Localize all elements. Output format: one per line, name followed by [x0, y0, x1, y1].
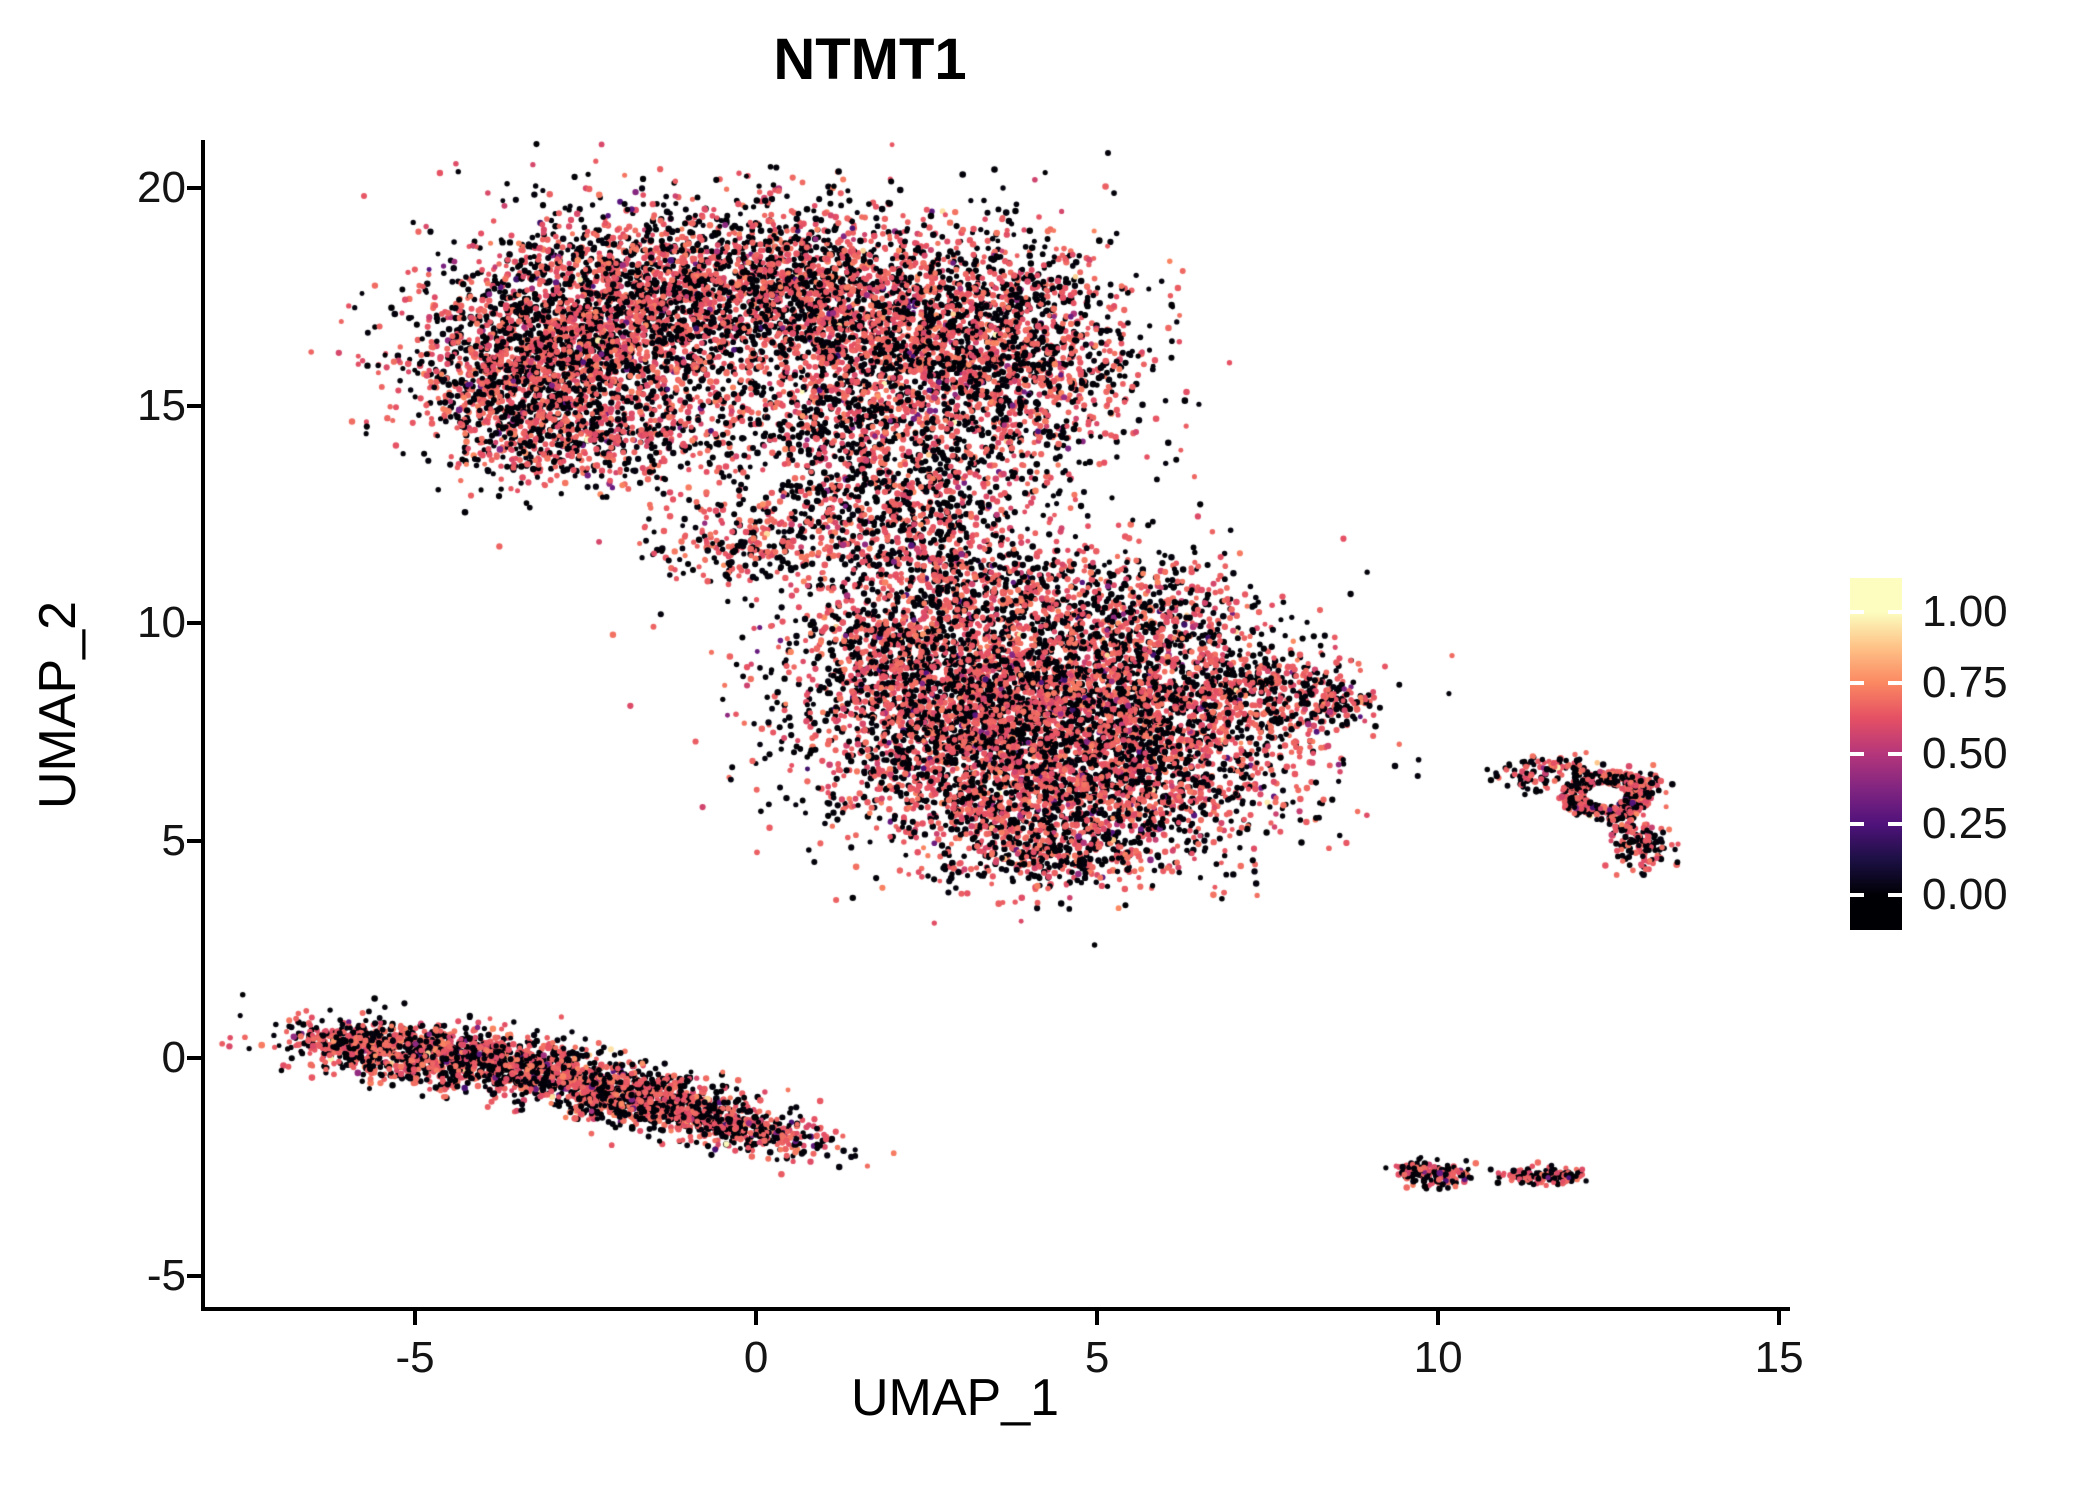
y-tick-label: 20: [137, 163, 186, 213]
y-tick-mark: [187, 1056, 201, 1061]
colorbar-tick-label: 1.00: [1922, 587, 2008, 636]
y-tick-mark: [187, 1273, 201, 1278]
colorbar-tick: [1888, 822, 1902, 827]
x-tick-label: 15: [1754, 1333, 1804, 1382]
colorbar-tick-label: 0.25: [1922, 799, 2008, 849]
colorbar-tick-label: 0.00: [1922, 870, 2008, 919]
colorbar-tick-label: 0.50: [1922, 728, 2008, 778]
y-tick-mark: [187, 403, 201, 408]
y-tick-mark: [187, 186, 201, 191]
colorbar-tick: [1850, 893, 1864, 897]
plot-title: NTMT1: [773, 27, 967, 92]
y-tick-label: 0: [161, 1033, 186, 1083]
colorbar-tick: [1850, 822, 1864, 827]
colorbar-tick-label: 0.75: [1922, 657, 2008, 707]
x-axis-title: UMAP_1: [850, 1369, 1060, 1427]
x-tick-label: 0: [743, 1333, 769, 1382]
colorbar-tick: [1888, 751, 1902, 756]
y-tick-label: -5: [146, 1250, 186, 1300]
y-tick-mark: [187, 838, 201, 843]
y-tick-label: 10: [137, 598, 186, 648]
y-tick-label: 5: [161, 815, 186, 865]
x-tick-label: 5: [1084, 1333, 1110, 1382]
colorbar-tick: [1888, 610, 1902, 614]
x-tick-mark: [1436, 1311, 1441, 1325]
x-tick-mark: [1777, 1311, 1782, 1325]
y-axis-line: [201, 140, 205, 1311]
y-tick-mark: [187, 621, 201, 626]
x-tick-mark: [754, 1311, 759, 1325]
colorbar-tick: [1888, 893, 1902, 897]
colorbar-tick: [1888, 680, 1902, 685]
colorbar-tick: [1850, 610, 1864, 614]
colorbar-tick: [1850, 751, 1864, 756]
x-tick-mark: [413, 1311, 418, 1325]
colorbar-tick: [1850, 680, 1864, 685]
x-axis-line: [201, 1307, 1790, 1311]
x-tick-mark: [1095, 1311, 1100, 1325]
x-tick-label: -5: [395, 1333, 435, 1382]
x-tick-label: 10: [1413, 1333, 1463, 1382]
y-tick-label: 15: [137, 380, 186, 430]
